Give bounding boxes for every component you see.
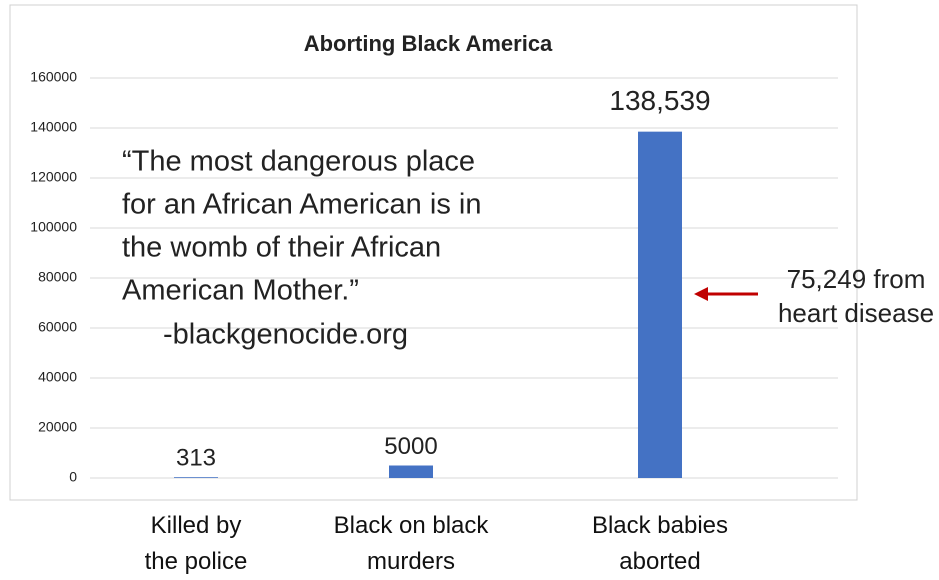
y-tick-label: 160000 (30, 69, 77, 85)
y-tick-label: 40000 (38, 369, 77, 385)
bar (638, 131, 682, 478)
quote-line: “The most dangerous place (122, 146, 475, 178)
x-tick-label: Black on black murders (333, 512, 489, 575)
y-tick-label: 80000 (38, 269, 77, 285)
bar (174, 477, 218, 478)
value-label: 5000 (384, 433, 437, 460)
quote-source: -blackgenocide.org (163, 319, 408, 351)
x-tick-label: Black babies aborted (591, 512, 729, 575)
y-tick-label: 20000 (38, 419, 77, 435)
y-tick-label: 0 (69, 469, 77, 485)
x-tick-label: Killed by the police (144, 512, 248, 575)
chart-title: Aborting Black America (304, 31, 553, 56)
y-tick-label: 120000 (30, 169, 77, 185)
quote-line: American Mother.” (122, 275, 359, 307)
value-label: 313 (176, 445, 216, 472)
quote-line: the womb of their African (122, 232, 441, 264)
y-tick-label: 100000 (30, 219, 77, 235)
value-label: 138,539 (609, 85, 710, 116)
bar (389, 465, 433, 478)
annotation: heart disease (778, 298, 934, 328)
annotation: 75,249 from (787, 264, 926, 294)
chart-border (9, 4, 858, 501)
y-tick-label: 140000 (30, 119, 77, 135)
arrow-head (694, 287, 708, 301)
quote-line: for an African American is in (122, 189, 481, 221)
y-tick-label: 60000 (38, 319, 77, 335)
